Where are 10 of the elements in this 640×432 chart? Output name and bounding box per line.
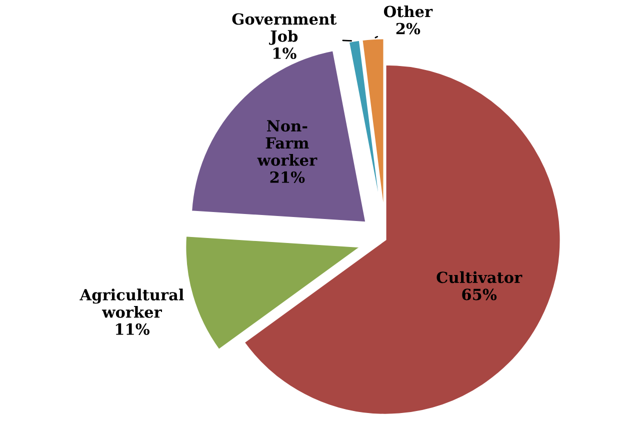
data-label: 65% [462,288,497,300]
slice-label: Agricultural worker [80,288,184,318]
data-label: 21% [270,171,305,183]
data-label: 1% [273,47,296,59]
data-label: 2% [396,22,420,34]
slice-label: Cultivator [436,271,522,284]
data-label: 11% [116,323,150,335]
slice-label: Non- Farm worker [257,120,318,166]
slice-label: Other [384,5,433,18]
slice-label: Government Job [232,13,337,45]
